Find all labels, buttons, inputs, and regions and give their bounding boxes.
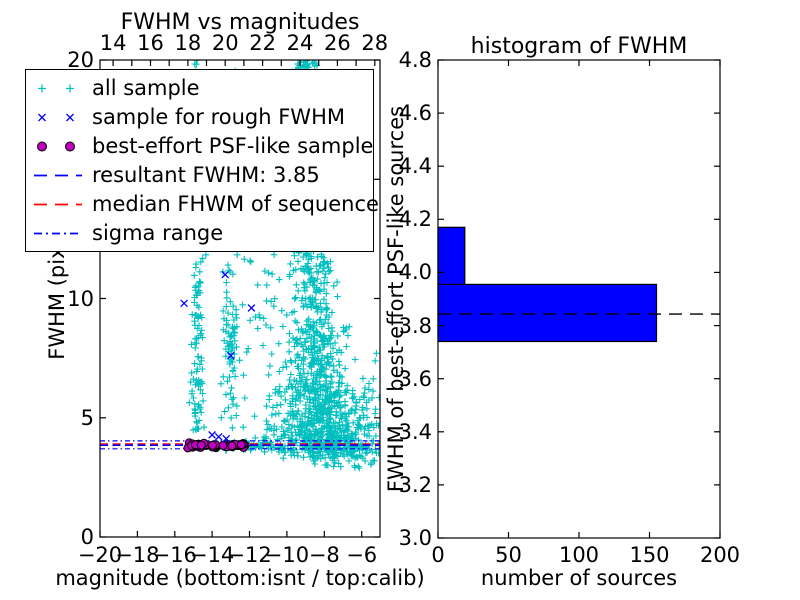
psf-sample-point: [236, 440, 246, 450]
right-y-tick-label: 3.8: [398, 313, 432, 338]
psf-sample-point: [218, 441, 228, 450]
right-x-tick-label: 0: [431, 543, 445, 567]
top-x-tick-label: 28: [361, 31, 389, 55]
right-y-tick-label: 4.2: [398, 207, 432, 232]
top-x-tick-label: 22: [249, 31, 276, 55]
plus-legend-marker-icon: [38, 84, 74, 93]
psf-sample-point: [196, 440, 206, 450]
top-x-tick-label: 24: [286, 31, 314, 55]
left-x-tick-label: −8: [308, 543, 340, 567]
legend-item-label: best-effort PSF-like sample: [92, 134, 374, 158]
legend-item: sample for rough FWHM: [26, 103, 373, 132]
right-y-tick-label: 3.4: [398, 419, 432, 444]
left-y-tick-label: 0: [80, 525, 94, 549]
dash-legend-marker-icon: [34, 203, 82, 206]
dash-legend-marker-icon: [34, 174, 82, 177]
legend-item-label: median FHWM of sequence: [92, 192, 379, 216]
left-plot-area: [100, 60, 380, 472]
legend-item-label: all sample: [92, 76, 200, 100]
left-x-tick-label: −14: [189, 543, 235, 567]
left-x-tick-label: −18: [115, 543, 160, 567]
psf-sample-point: [227, 441, 237, 451]
psf-sample-point: [208, 440, 217, 450]
psf-sample-scatter: [183, 438, 250, 453]
histogram-bar: [437, 226, 466, 286]
right-y-tick-label: 4.6: [398, 101, 432, 126]
right-x-tick-label: 100: [558, 543, 600, 567]
left-y-tick-label: 5: [80, 405, 94, 430]
left-y-tick-label: 10: [67, 286, 94, 311]
left-x-tick-label: −6: [346, 543, 378, 567]
right-y-tick-label: 3.2: [398, 472, 432, 497]
right-y-tick-label: 3.0: [398, 526, 432, 550]
left-x-tick-label: −20: [77, 543, 123, 567]
histogram-bar: [437, 283, 658, 343]
legend-item-label: resultant FWHM: 3.85: [92, 163, 320, 187]
rough-sample-scatter: [180, 270, 256, 443]
top-x-tick-label: 26: [324, 31, 351, 55]
left-x-tick-label: −12: [227, 543, 272, 567]
right-chart-xlabel: number of sources: [480, 566, 678, 590]
left-x-tick-label: −16: [152, 543, 197, 567]
dashdot-legend-marker-icon: [34, 232, 82, 235]
right-y-tick-label: 4.0: [398, 260, 432, 285]
right-y-tick-label: 3.6: [398, 366, 432, 391]
right-axes: [437, 59, 721, 539]
legend: all sample sample for rough FWHM best-effo…: [25, 69, 379, 252]
legend-item: best-effort PSF-like sample: [26, 132, 373, 161]
cross-legend-marker-icon: [38, 113, 74, 122]
top-x-tick-label: 16: [137, 31, 164, 55]
right-x-tick-label: 200: [699, 543, 741, 567]
legend-item: all sample: [26, 74, 373, 103]
legend-item-label: sample for rough FWHM: [92, 105, 345, 129]
left-chart-title: FWHM vs magnitudes: [120, 10, 360, 35]
right-y-tick-label: 4.8: [398, 48, 432, 72]
top-x-tick-label: 20: [211, 31, 239, 55]
left-chart-xlabel: magnitude (bottom:isnt / top:calib): [55, 566, 425, 590]
circle-legend-marker-icon: [37, 141, 75, 152]
top-x-tick-label: 14: [99, 31, 127, 55]
right-y-tick-label: 4.4: [398, 154, 432, 179]
right-x-tick-label: 150: [629, 543, 670, 567]
right-x-tick-label: 50: [495, 543, 522, 567]
legend-item: resultant FWHM: 3.85: [26, 161, 373, 190]
histogram-bars: [437, 226, 658, 343]
right-chart-title: histogram of FWHM: [470, 34, 688, 59]
legend-item-label: sigma range: [92, 221, 224, 245]
left-y-tick-label: 20: [67, 48, 94, 72]
legend-item: median FHWM of sequence: [26, 190, 379, 219]
left-axes: [99, 59, 381, 538]
top-x-tick-label: 18: [174, 31, 202, 55]
legend-item: sigma range: [26, 219, 373, 248]
left-x-tick-label: −10: [264, 543, 310, 567]
